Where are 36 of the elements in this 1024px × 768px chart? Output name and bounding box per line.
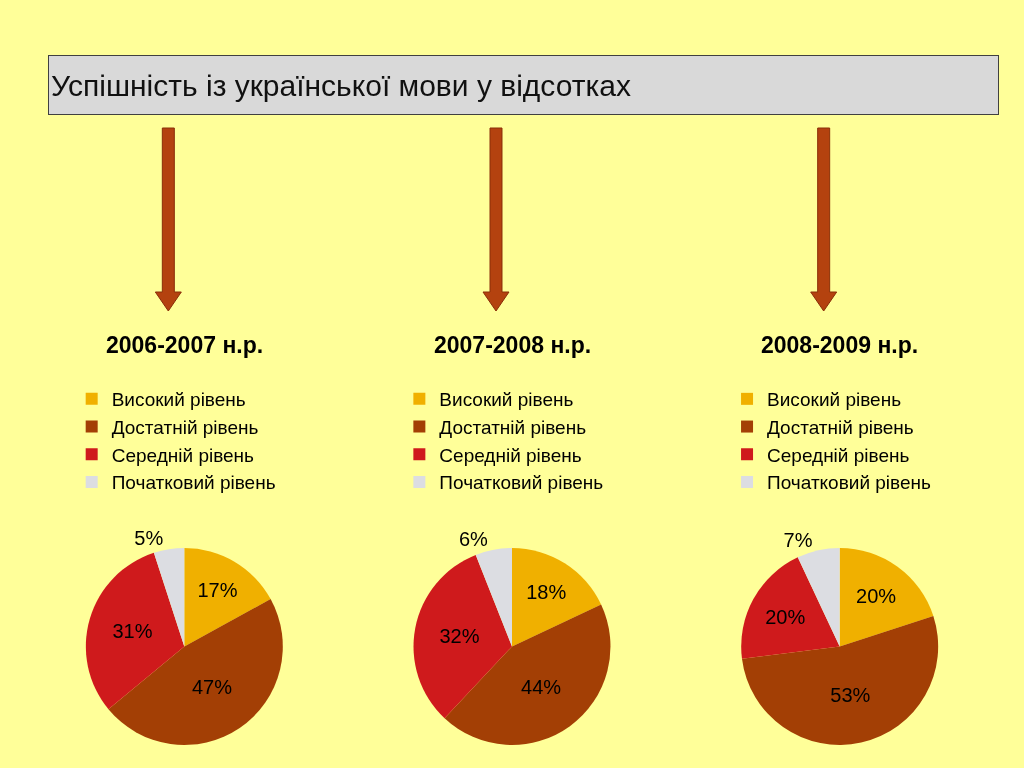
pie-slice: [108, 599, 283, 745]
data-label: 20%: [856, 585, 897, 608]
text: Успішність із української мови у відсотках: [51, 68, 631, 102]
pie-slice: [85, 552, 185, 710]
legend-label: Достатній рівень: [111, 416, 259, 438]
data-label: 20%: [765, 605, 806, 628]
legend-label: Початковий рівень: [767, 472, 932, 494]
legend-label: Достатній рівень: [439, 416, 587, 438]
data-label: 53%: [830, 683, 871, 706]
legend-label: Початковий рівень: [439, 472, 604, 494]
pie-slice: [839, 548, 934, 647]
data-label: 44%: [521, 675, 562, 698]
legend-label: Середній рівень: [439, 444, 582, 466]
legend-label: Достатній рівень: [767, 416, 914, 438]
legend-label: Середній рівень: [767, 444, 910, 466]
data-label: 31%: [112, 620, 153, 643]
chart-title: 2006-2007 н.р.: [106, 332, 264, 358]
pie-slice: [741, 557, 840, 659]
chart-title: 2008-2009 н.р.: [761, 332, 919, 358]
pie-slice: [153, 548, 185, 647]
data-label: 17%: [197, 579, 238, 602]
pie-slice: [184, 548, 271, 647]
data-label: 32%: [439, 625, 480, 648]
chart-title: 2007-2008 н.р.: [434, 332, 592, 358]
legend-label: Високий рівень: [439, 389, 574, 411]
pie-slice: [413, 554, 512, 719]
data-label: 5%: [134, 527, 164, 550]
data-label: 47%: [191, 676, 233, 699]
pie-slice: [512, 548, 602, 647]
data-label: 6%: [458, 528, 489, 551]
legend-label: Середній рівень: [111, 444, 255, 466]
legend-label: Високий рівень: [767, 389, 902, 411]
legend-label: Високий рівень: [111, 389, 246, 411]
legend-label: Початковий рівень: [111, 472, 276, 494]
data-label: 7%: [783, 528, 813, 551]
data-label: 18%: [526, 581, 567, 604]
